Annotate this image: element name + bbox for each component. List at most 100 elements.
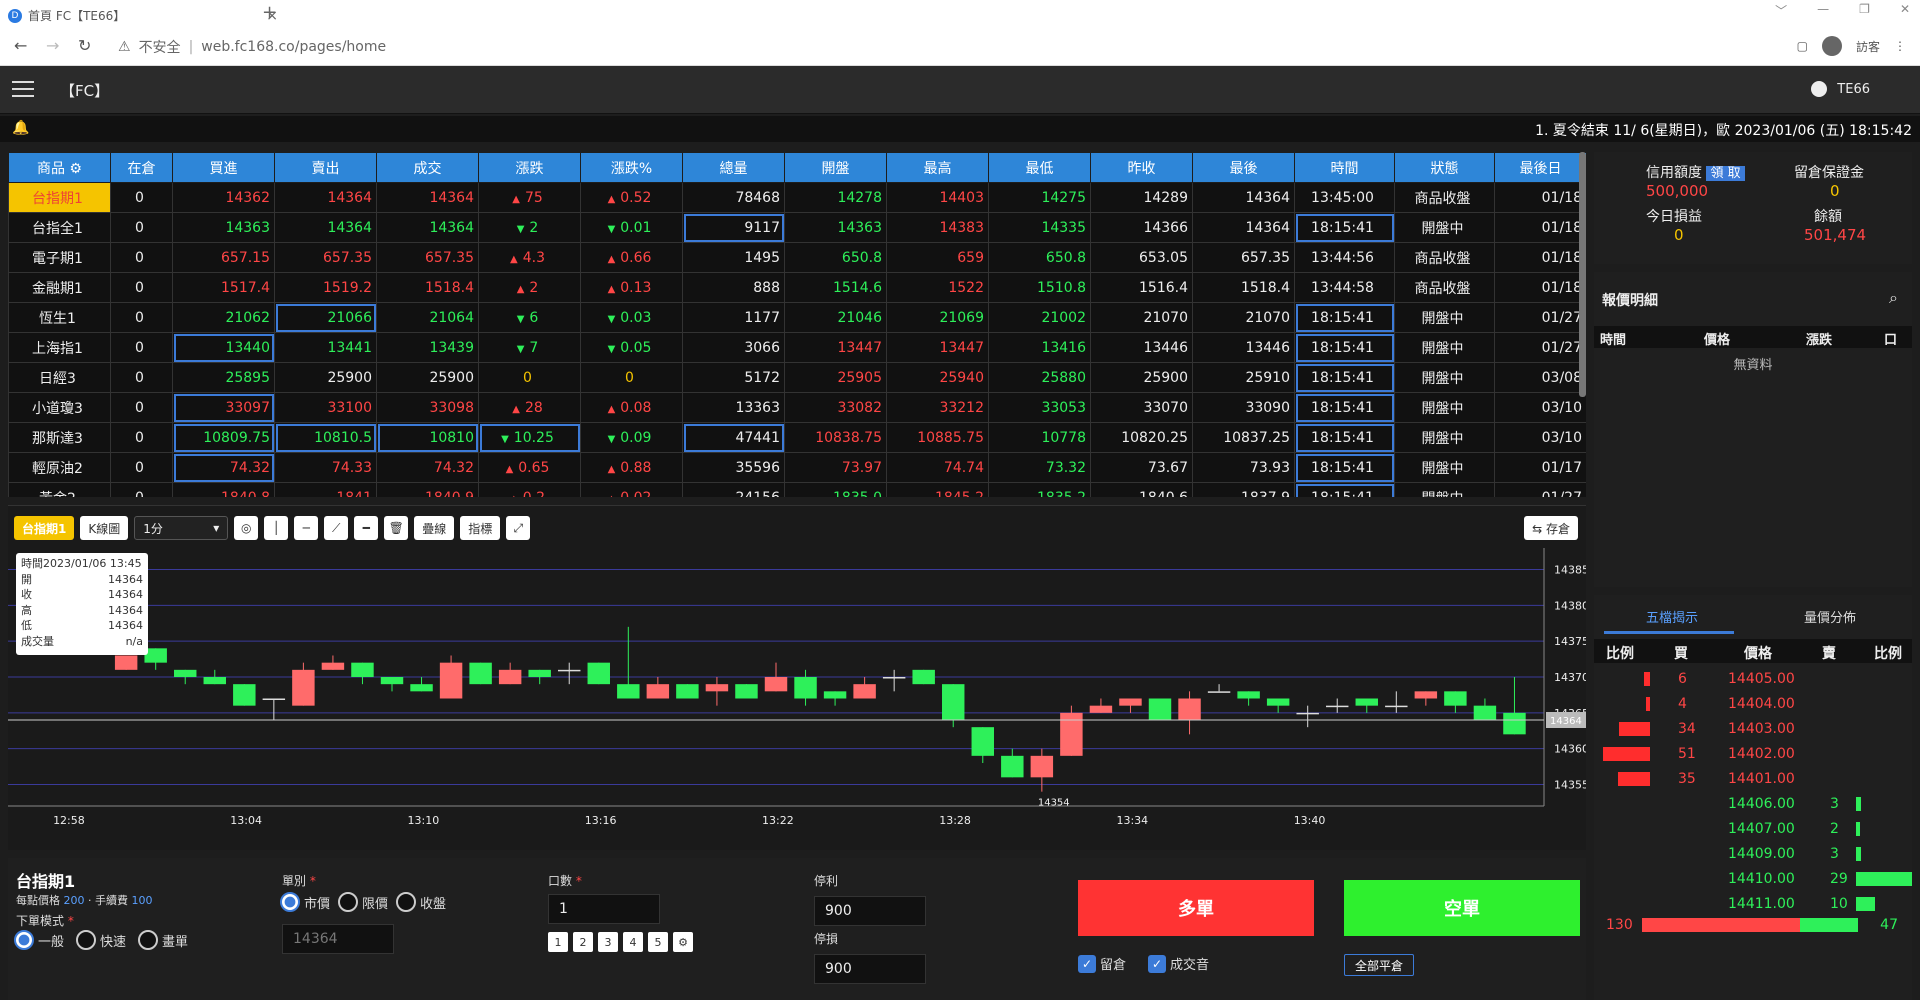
trade-sound-checkbox[interactable]: ✓ 成交音 (1148, 954, 1209, 973)
ray-line-tool-icon[interactable]: ━ (354, 516, 379, 540)
quick-qty-1-button[interactable]: 1 (548, 932, 568, 952)
kline-button[interactable]: K線圖 (80, 516, 129, 540)
quick-qty-settings-icon[interactable]: ⚙ (673, 932, 693, 952)
tab-search-icon[interactable]: ﹀ (1775, 4, 1788, 18)
depth-price[interactable]: 14406.00 (1728, 796, 1795, 812)
restore-icon[interactable]: ❐ (1859, 2, 1870, 16)
hamburger-menu-icon[interactable] (12, 81, 34, 97)
quote-product-name[interactable]: 台指全1 (8, 212, 111, 243)
menu-dots-icon[interactable]: ⋮ (1894, 39, 1906, 53)
quote-row[interactable]: 輕原油2074.3274.3374.320.650.883559673.9774… (8, 452, 1586, 483)
browser-tab[interactable]: D 首頁 FC【TE66】 × (8, 3, 278, 28)
depth-row[interactable]: 14409.00 3 (1594, 842, 1912, 867)
quote-row[interactable]: 上海指1013440134411343970.05306613447134471… (8, 332, 1586, 363)
depth-row[interactable]: 14407.00 2 (1594, 817, 1912, 842)
depth-row[interactable]: 4 14404.00 (1594, 692, 1912, 717)
quote-row[interactable]: 日經3 0 25895 25900 25900 0 0 5172 25905 25940 25880… (8, 362, 1586, 393)
quick-qty-4-button[interactable]: 4 (623, 932, 643, 952)
close-window-icon[interactable]: ✕ (1899, 2, 1910, 16)
save-position-button[interactable]: ⇆ 存倉 (1524, 516, 1578, 540)
claim-button[interactable]: 領 取 (1706, 166, 1745, 181)
column-header[interactable]: 漲跌 (478, 152, 581, 183)
depth-price[interactable]: 14405.00 (1728, 671, 1795, 687)
column-header[interactable]: 賣出 (274, 152, 377, 183)
candlestick-chart[interactable]: 1438514380143751437014365143601435514364… (8, 548, 1586, 848)
qty-input[interactable]: 1 (548, 894, 660, 924)
depth-row[interactable]: 34 14403.00 (1594, 717, 1912, 742)
depth-price[interactable]: 14402.00 (1728, 746, 1795, 762)
stop-loss-input[interactable]: 900 (814, 954, 926, 984)
trend-line-tool-icon[interactable]: ⟋ (324, 516, 349, 540)
column-header[interactable]: 在倉 (110, 152, 173, 183)
quote-product-name[interactable]: 輕原油2 (8, 452, 111, 483)
reload-icon[interactable]: ↻ (78, 36, 92, 55)
depth-price[interactable]: 14404.00 (1728, 696, 1795, 712)
target-tool-icon[interactable]: ◎ (234, 516, 259, 540)
quote-row[interactable]: 電子期10657.15657.35657.354.30.661495650.86… (8, 242, 1586, 273)
trash-icon[interactable]: 🗑 (384, 516, 409, 540)
column-header[interactable]: 昨收 (1090, 152, 1193, 183)
quote-product-name[interactable]: 小道瓊3 (8, 392, 111, 423)
type-close-radio[interactable]: 收盤 (396, 892, 446, 912)
back-icon[interactable]: ← (14, 36, 28, 55)
column-header[interactable]: 成交 (376, 152, 479, 183)
depth-row[interactable]: 14411.00 10 (1594, 892, 1912, 917)
depth-price[interactable]: 14403.00 (1728, 721, 1795, 737)
quick-qty-3-button[interactable]: 3 (598, 932, 618, 952)
column-header[interactable]: 買進 (172, 152, 275, 183)
depth-price[interactable]: 14411.00 (1728, 896, 1795, 912)
quote-product-name[interactable]: 金融期1 (8, 272, 111, 303)
depth-row[interactable]: 14410.00 29 (1594, 867, 1912, 892)
sidebar-icon[interactable]: ▢ (1796, 39, 1808, 53)
depth-price[interactable]: 14407.00 (1728, 821, 1795, 837)
quote-product-name[interactable]: 日經3 (8, 362, 111, 393)
price-input[interactable]: 14364 (282, 924, 394, 954)
search-icon[interactable]: ⌕ (1889, 288, 1898, 307)
quote-product-name[interactable]: 恆生1 (8, 302, 111, 333)
depth-price[interactable]: 14409.00 (1728, 846, 1795, 862)
tab-volume-profile[interactable]: 量價分佈 (1804, 611, 1857, 626)
chart-symbol-button[interactable]: 台指期1 (14, 516, 75, 540)
tab-close-icon[interactable]: × (266, 7, 278, 24)
tab-five-level[interactable]: 五檔揭示 (1646, 611, 1699, 626)
indicator-button[interactable]: 指標 (460, 516, 501, 540)
user-badge[interactable]: TE66 (1811, 81, 1870, 97)
column-header[interactable]: 時間 (1294, 152, 1395, 183)
keep-position-checkbox[interactable]: ✓ 留倉 (1078, 954, 1126, 973)
quote-product-name[interactable]: 台指期1 (8, 182, 111, 213)
depth-row[interactable]: 14406.00 3 (1594, 792, 1912, 817)
depth-row[interactable]: 51 14402.00 (1594, 742, 1912, 767)
depth-row[interactable]: 6 14405.00 (1594, 667, 1912, 692)
quick-qty-5-button[interactable]: 5 (648, 932, 668, 952)
minimize-icon[interactable]: — (1817, 2, 1830, 16)
quote-row[interactable]: 恆生1021062210662106460.031177210462106921… (8, 302, 1586, 333)
buy-button[interactable]: 多單 (1078, 880, 1314, 936)
mode-draw-radio[interactable]: 畫單 (138, 930, 188, 950)
quote-product-name[interactable]: 那斯達3 (8, 422, 111, 453)
profile-avatar-icon[interactable] (1821, 36, 1842, 56)
vertical-line-tool-icon[interactable]: │ (264, 516, 289, 540)
expand-icon[interactable]: ⤢ (506, 516, 531, 540)
forward-icon[interactable]: → (46, 36, 60, 55)
quick-qty-2-button[interactable]: 2 (573, 932, 593, 952)
depth-price[interactable]: 14401.00 (1728, 771, 1795, 787)
interval-select[interactable]: 1分 ▾ (134, 516, 229, 540)
type-market-radio[interactable]: 市價 (280, 892, 330, 912)
column-header[interactable]: 最低 (988, 152, 1091, 183)
bell-icon[interactable]: 🔔 (12, 120, 30, 136)
take-profit-input[interactable]: 900 (814, 896, 926, 926)
quote-row[interactable]: 黃金201840.818411840.90.20.02241561835.018… (8, 482, 1586, 497)
column-header[interactable]: 總量 (682, 152, 785, 183)
sell-button[interactable]: 空單 (1344, 880, 1580, 936)
quote-product-name[interactable]: 黃金2 (8, 482, 111, 497)
quote-product-name[interactable]: 上海指1 (8, 332, 111, 363)
depth-price[interactable]: 14410.00 (1728, 871, 1795, 887)
quote-table-scrollbar[interactable] (1579, 152, 1586, 397)
column-header[interactable]: 開盤 (784, 152, 887, 183)
type-limit-radio[interactable]: 限價 (338, 892, 388, 912)
horizontal-line-tool-icon[interactable]: ─ (294, 516, 319, 540)
overlay-button[interactable]: 疊線 (414, 516, 455, 540)
mode-normal-radio[interactable]: 一般 (14, 930, 64, 950)
quote-row[interactable]: 台指全1014363143641436420.01911714363143831… (8, 212, 1586, 243)
depth-row[interactable]: 35 14401.00 (1594, 767, 1912, 792)
